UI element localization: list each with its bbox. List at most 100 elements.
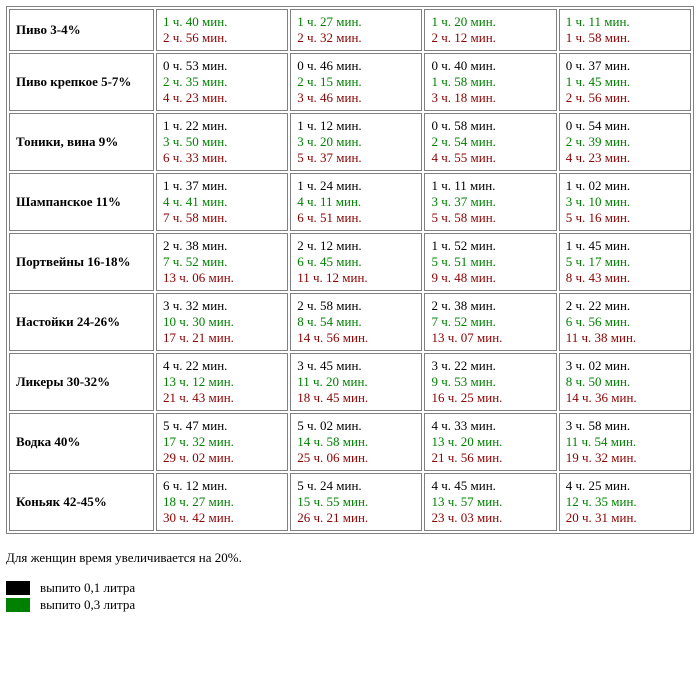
time-value: 0 ч. 40 мин.	[431, 58, 549, 74]
time-value: 1 ч. 52 мин.	[431, 238, 549, 254]
time-value: 1 ч. 11 мин.	[566, 14, 684, 30]
time-value: 16 ч. 25 мин.	[431, 390, 549, 406]
time-cell: 4 ч. 33 мин.13 ч. 20 мин.21 ч. 56 мин.	[424, 413, 556, 471]
time-value: 5 ч. 47 мин.	[163, 418, 281, 434]
swatch-green	[6, 598, 30, 612]
time-value: 5 ч. 24 мин.	[297, 478, 415, 494]
time-cell: 1 ч. 37 мин.4 ч. 41 мин.7 ч. 58 мин.	[156, 173, 288, 231]
time-value: 13 ч. 12 мин.	[163, 374, 281, 390]
time-value: 6 ч. 33 мин.	[163, 150, 281, 166]
time-value: 1 ч. 20 мин.	[431, 14, 549, 30]
drink-label: Настойки 24-26%	[9, 293, 154, 351]
time-cell: 5 ч. 47 мин.17 ч. 32 мин.29 ч. 02 мин.	[156, 413, 288, 471]
time-value: 0 ч. 58 мин.	[431, 118, 549, 134]
legend-label: выпито 0,3 литра	[40, 597, 135, 613]
time-cell: 6 ч. 12 мин.18 ч. 27 мин.30 ч. 42 мин.	[156, 473, 288, 531]
time-value: 0 ч. 46 мин.	[297, 58, 415, 74]
time-cell: 1 ч. 40 мин.2 ч. 56 мин.	[156, 9, 288, 51]
time-value: 29 ч. 02 мин.	[163, 450, 281, 466]
time-value: 14 ч. 56 мин.	[297, 330, 415, 346]
time-value: 4 ч. 25 мин.	[566, 478, 684, 494]
time-value: 2 ч. 15 мин.	[297, 74, 415, 90]
time-cell: 4 ч. 45 мин.13 ч. 57 мин.23 ч. 03 мин.	[424, 473, 556, 531]
drink-label: Водка 40%	[9, 413, 154, 471]
time-value: 1 ч. 45 мин.	[566, 238, 684, 254]
table-row: Ликеры 30-32%4 ч. 22 мин.13 ч. 12 мин.21…	[9, 353, 691, 411]
time-cell: 3 ч. 22 мин.9 ч. 53 мин.16 ч. 25 мин.	[424, 353, 556, 411]
time-cell: 4 ч. 25 мин.12 ч. 35 мин.20 ч. 31 мин.	[559, 473, 691, 531]
time-value: 4 ч. 33 мин.	[431, 418, 549, 434]
time-value: 4 ч. 23 мин.	[566, 150, 684, 166]
time-value: 23 ч. 03 мин.	[431, 510, 549, 526]
time-cell: 1 ч. 27 мин.2 ч. 32 мин.	[290, 9, 422, 51]
time-value: 3 ч. 20 мин.	[297, 134, 415, 150]
time-value: 2 ч. 39 мин.	[566, 134, 684, 150]
time-value: 1 ч. 37 мин.	[163, 178, 281, 194]
time-value: 3 ч. 45 мин.	[297, 358, 415, 374]
time-value: 11 ч. 20 мин.	[297, 374, 415, 390]
time-value: 1 ч. 27 мин.	[297, 14, 415, 30]
time-value: 1 ч. 58 мин.	[431, 74, 549, 90]
time-value: 13 ч. 20 мин.	[431, 434, 549, 450]
time-value: 14 ч. 58 мин.	[297, 434, 415, 450]
drink-label: Пиво крепкое 5-7%	[9, 53, 154, 111]
time-value: 7 ч. 52 мин.	[163, 254, 281, 270]
time-value: 1 ч. 24 мин.	[297, 178, 415, 194]
time-cell: 0 ч. 53 мин.2 ч. 35 мин.4 ч. 23 мин.	[156, 53, 288, 111]
time-value: 1 ч. 40 мин.	[163, 14, 281, 30]
time-value: 21 ч. 43 мин.	[163, 390, 281, 406]
time-value: 1 ч. 12 мин.	[297, 118, 415, 134]
time-value: 8 ч. 50 мин.	[566, 374, 684, 390]
time-cell: 2 ч. 12 мин.6 ч. 45 мин.11 ч. 12 мин.	[290, 233, 422, 291]
time-value: 12 ч. 35 мин.	[566, 494, 684, 510]
drink-label: Шампанское 11%	[9, 173, 154, 231]
time-value: 3 ч. 46 мин.	[297, 90, 415, 106]
time-value: 6 ч. 12 мин.	[163, 478, 281, 494]
time-cell: 0 ч. 40 мин.1 ч. 58 мин.3 ч. 18 мин.	[424, 53, 556, 111]
table-row: Пиво крепкое 5-7%0 ч. 53 мин.2 ч. 35 мин…	[9, 53, 691, 111]
time-value: 2 ч. 58 мин.	[297, 298, 415, 314]
time-value: 3 ч. 10 мин.	[566, 194, 684, 210]
time-value: 18 ч. 45 мин.	[297, 390, 415, 406]
time-value: 26 ч. 21 мин.	[297, 510, 415, 526]
time-value: 10 ч. 30 мин.	[163, 314, 281, 330]
time-value: 3 ч. 02 мин.	[566, 358, 684, 374]
alcohol-elimination-table: Пиво 3-4%1 ч. 40 мин.2 ч. 56 мин.1 ч. 27…	[6, 6, 694, 534]
table-row: Настойки 24-26%3 ч. 32 мин.10 ч. 30 мин.…	[9, 293, 691, 351]
time-value: 13 ч. 06 мин.	[163, 270, 281, 286]
time-value: 2 ч. 54 мин.	[431, 134, 549, 150]
time-value: 1 ч. 02 мин.	[566, 178, 684, 194]
table-row: Пиво 3-4%1 ч. 40 мин.2 ч. 56 мин.1 ч. 27…	[9, 9, 691, 51]
legend-item: выпито 0,3 литра	[6, 597, 694, 613]
time-value: 1 ч. 45 мин.	[566, 74, 684, 90]
time-value: 3 ч. 50 мин.	[163, 134, 281, 150]
time-value: 2 ч. 38 мин.	[431, 298, 549, 314]
time-value: 13 ч. 57 мин.	[431, 494, 549, 510]
time-value: 11 ч. 54 мин.	[566, 434, 684, 450]
time-value: 0 ч. 54 мин.	[566, 118, 684, 134]
time-cell: 3 ч. 45 мин.11 ч. 20 мин.18 ч. 45 мин.	[290, 353, 422, 411]
time-cell: 2 ч. 58 мин.8 ч. 54 мин.14 ч. 56 мин.	[290, 293, 422, 351]
time-value: 0 ч. 37 мин.	[566, 58, 684, 74]
time-value: 2 ч. 22 мин.	[566, 298, 684, 314]
time-value: 6 ч. 56 мин.	[566, 314, 684, 330]
time-cell: 2 ч. 22 мин.6 ч. 56 мин.11 ч. 38 мин.	[559, 293, 691, 351]
time-value: 4 ч. 22 мин.	[163, 358, 281, 374]
time-value: 1 ч. 22 мин.	[163, 118, 281, 134]
time-value: 11 ч. 38 мин.	[566, 330, 684, 346]
table-row: Портвейны 16-18%2 ч. 38 мин.7 ч. 52 мин.…	[9, 233, 691, 291]
time-value: 8 ч. 43 мин.	[566, 270, 684, 286]
time-cell: 1 ч. 52 мин.5 ч. 51 мин.9 ч. 48 мин.	[424, 233, 556, 291]
time-cell: 1 ч. 02 мин.3 ч. 10 мин.5 ч. 16 мин.	[559, 173, 691, 231]
table-row: Шампанское 11%1 ч. 37 мин.4 ч. 41 мин.7 …	[9, 173, 691, 231]
time-cell: 1 ч. 20 мин.2 ч. 12 мин.	[424, 9, 556, 51]
time-value: 5 ч. 51 мин.	[431, 254, 549, 270]
time-value: 4 ч. 45 мин.	[431, 478, 549, 494]
time-value: 17 ч. 21 мин.	[163, 330, 281, 346]
time-cell: 3 ч. 02 мин.8 ч. 50 мин.14 ч. 36 мин.	[559, 353, 691, 411]
time-cell: 2 ч. 38 мин.7 ч. 52 мин.13 ч. 07 мин.	[424, 293, 556, 351]
time-value: 5 ч. 02 мин.	[297, 418, 415, 434]
time-cell: 0 ч. 54 мин.2 ч. 39 мин.4 ч. 23 мин.	[559, 113, 691, 171]
drink-label: Тоники, вина 9%	[9, 113, 154, 171]
time-value: 3 ч. 37 мин.	[431, 194, 549, 210]
